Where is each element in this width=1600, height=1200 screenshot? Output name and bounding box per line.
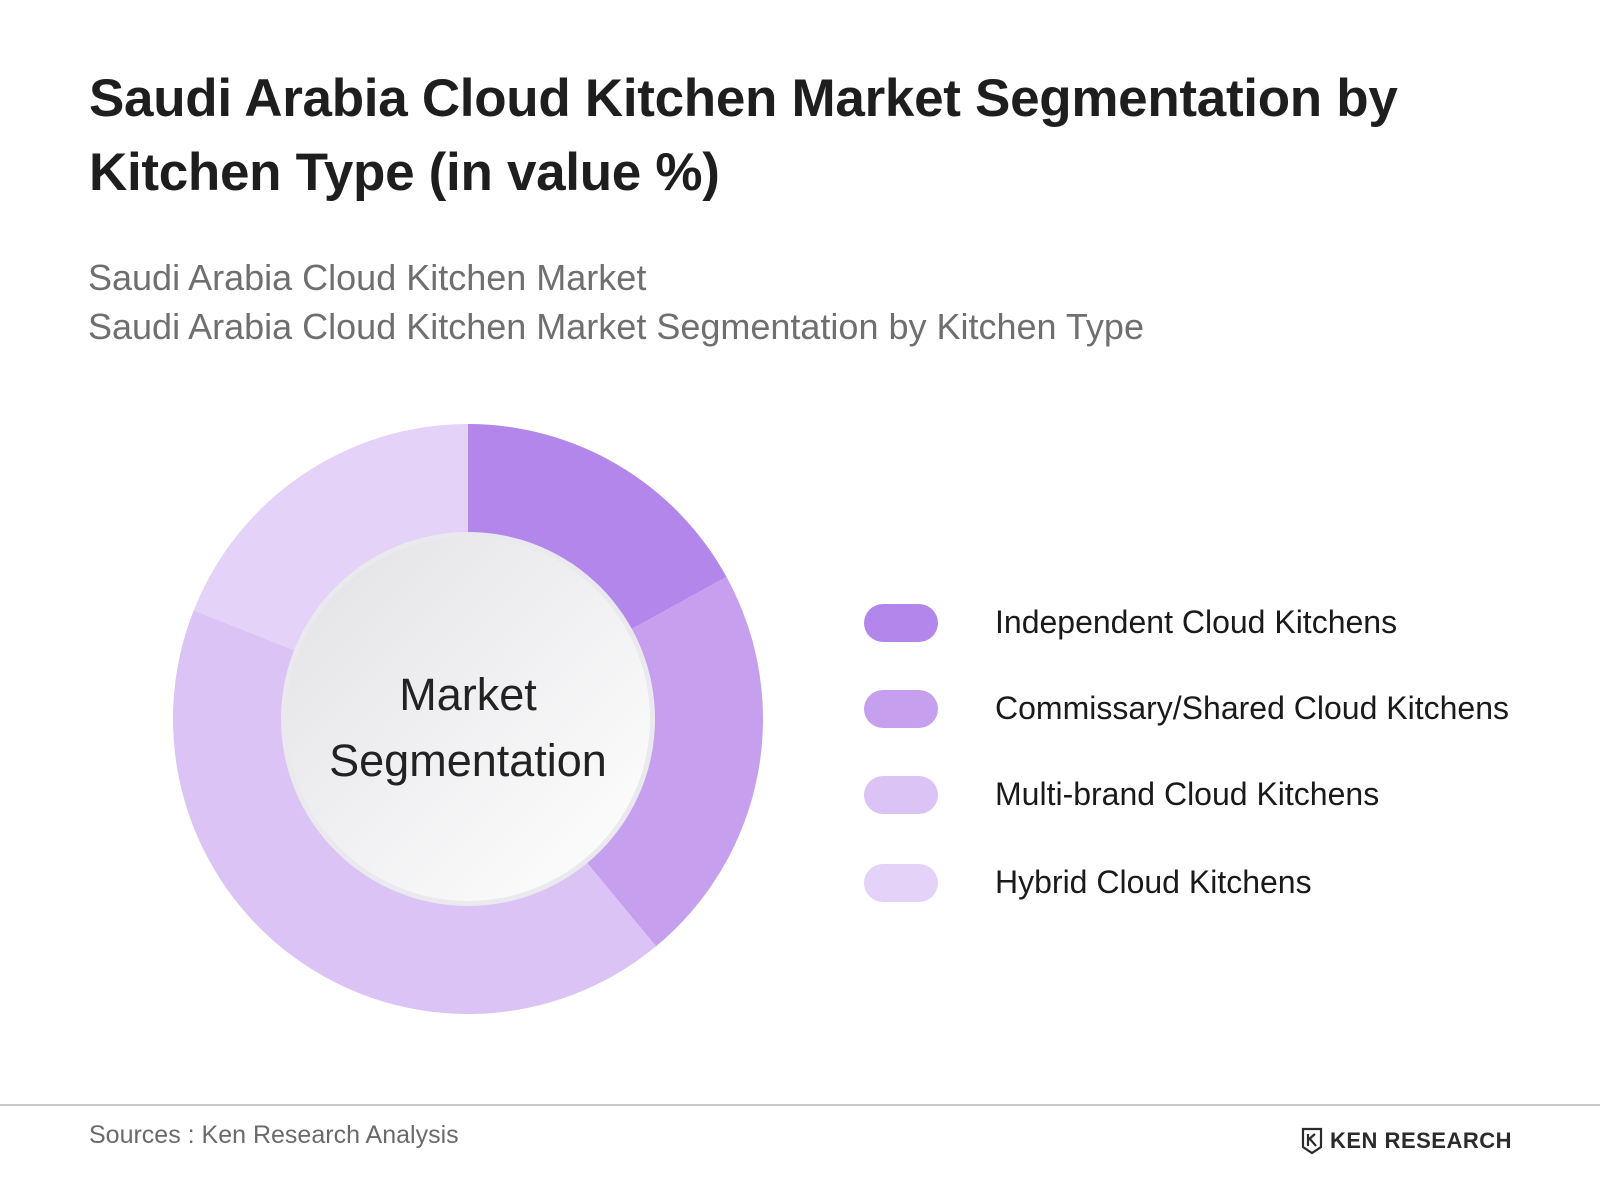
legend-label: Independent Cloud Kitchens bbox=[995, 604, 1398, 640]
center-label-line-1: Market bbox=[399, 669, 537, 720]
subtitle-line-2: Saudi Arabia Cloud Kitchen Market Segmen… bbox=[88, 306, 1144, 347]
subtitle-line-1: Saudi Arabia Cloud Kitchen Market bbox=[88, 257, 647, 298]
chart-subtitle: Saudi Arabia Cloud Kitchen Market Saudi … bbox=[88, 253, 1144, 351]
source-note: Sources : Ken Research Analysis bbox=[89, 1121, 459, 1149]
ken-research-logo-icon bbox=[1301, 1127, 1323, 1155]
legend-swatch bbox=[864, 864, 938, 902]
legend-label: Hybrid Cloud Kitchens bbox=[995, 864, 1312, 900]
donut-center-label: Market Segmentation bbox=[318, 662, 618, 794]
legend-swatch bbox=[864, 776, 938, 814]
donut-center-disc bbox=[286, 537, 650, 901]
center-label-line-2: Segmentation bbox=[329, 735, 607, 786]
chart-title: Saudi Arabia Cloud Kitchen Market Segmen… bbox=[89, 69, 1398, 202]
legend-swatch bbox=[864, 690, 938, 728]
legend-label: Multi-brand Cloud Kitchens bbox=[995, 776, 1380, 812]
brand-name: KEN RESEARCH bbox=[1330, 1128, 1513, 1153]
footer-divider bbox=[0, 1104, 1600, 1106]
legend-label: Commissary/Shared Cloud Kitchens bbox=[995, 690, 1509, 726]
legend-swatch bbox=[864, 604, 938, 642]
brand-logo: KEN RESEARCH bbox=[1300, 1125, 1512, 1157]
